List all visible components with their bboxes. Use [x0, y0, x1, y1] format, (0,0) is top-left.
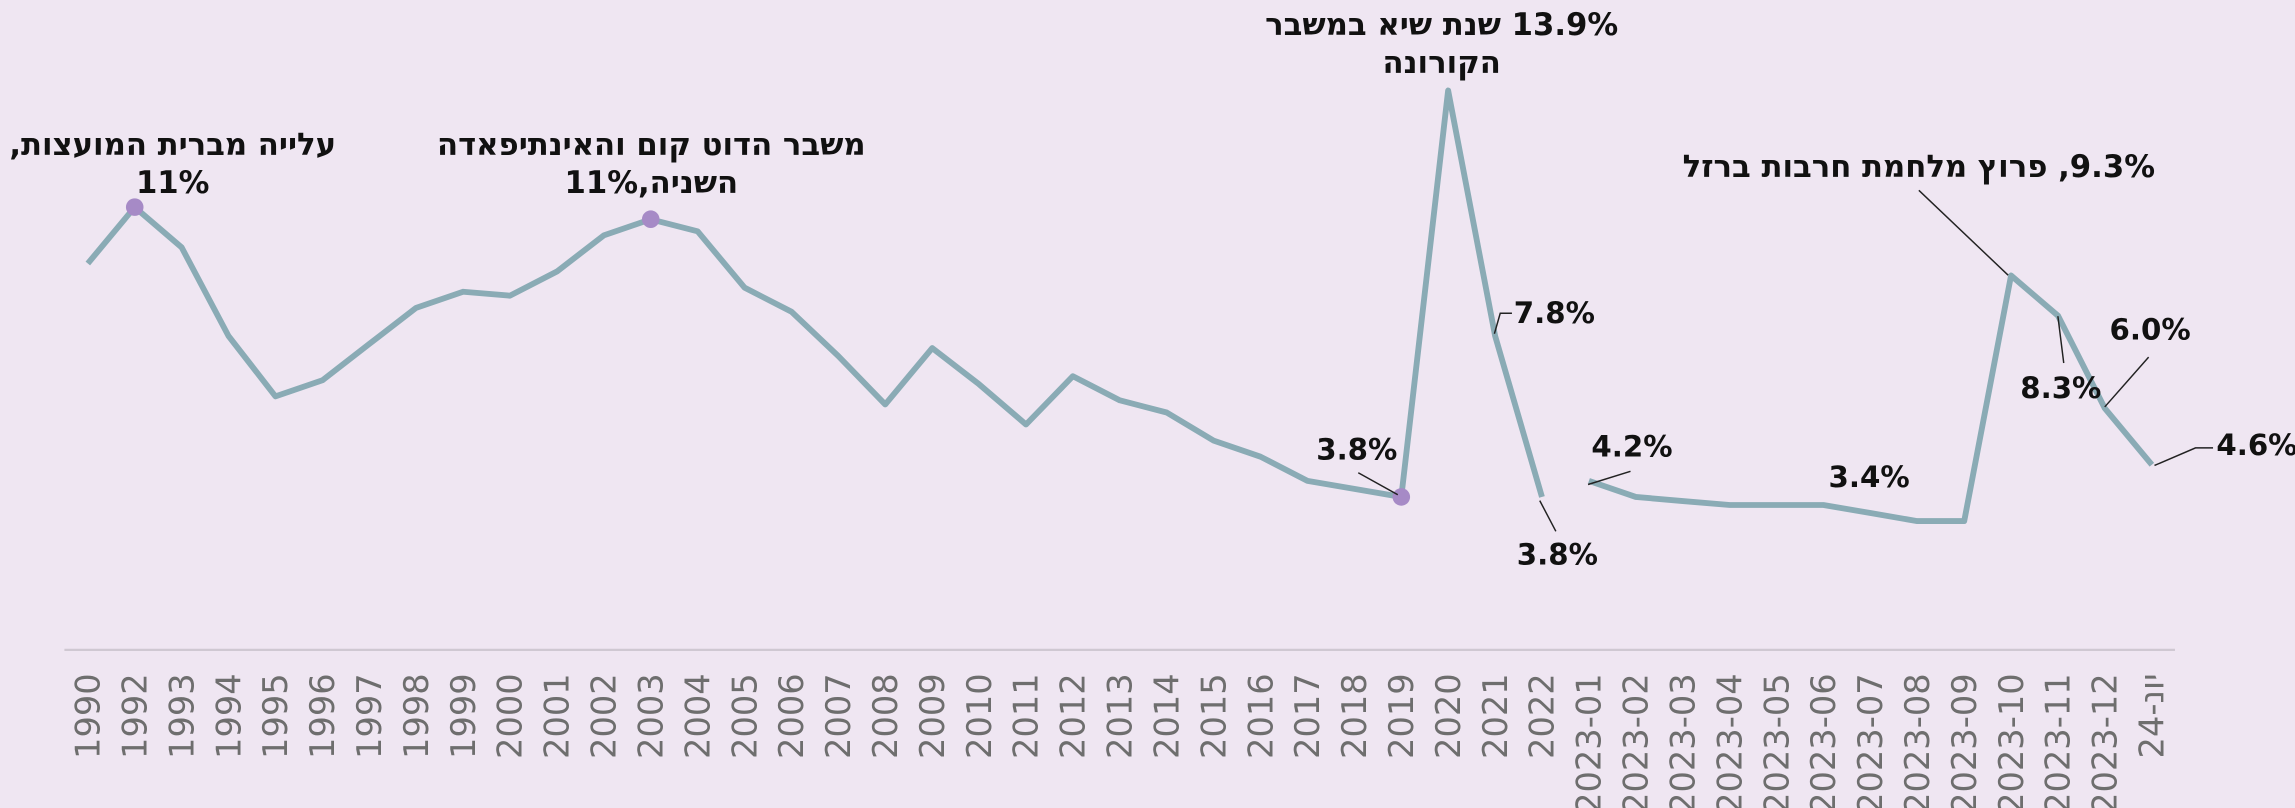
annotation: השניה,11% [564, 165, 738, 201]
annotation: הקורונה [1383, 45, 1501, 81]
x-tick-label: 1992 [115, 673, 154, 759]
x-tick-label: 2017 [1288, 673, 1327, 759]
x-tick-label: 2023-09 [1945, 673, 1984, 808]
x-tick-label: 2020 [1429, 673, 1468, 759]
leader-line [1539, 500, 1557, 532]
x-tick-label: 2012 [1054, 673, 1093, 759]
x-tick-label: 2008 [866, 673, 905, 759]
x-tick-label: 2023-11 [2039, 673, 2078, 808]
x-tick-label: 2005 [725, 673, 764, 759]
x-tick-label: 2016 [1241, 673, 1280, 759]
x-tick-label: 1997 [350, 673, 389, 759]
annotation: 13.9% שנת שיא במשבר [1265, 7, 1618, 43]
x-tick-label: 2022 [1523, 673, 1562, 759]
data-label: 7.8% [1514, 296, 1595, 330]
x-tick-label: 2023-07 [1851, 673, 1890, 808]
highlight-marker [641, 210, 660, 228]
x-tick-label: 2013 [1101, 673, 1140, 759]
annotation: 9.3%, פרוץ מלחמת חרבות ברזל [1683, 149, 2155, 185]
data-label: 8.3% [2020, 371, 2101, 405]
x-tick-label: 2011 [1007, 673, 1046, 759]
leader-line [2104, 356, 2150, 408]
data-line [1587, 272, 2155, 525]
x-tick-label: 2023-08 [1898, 673, 1937, 808]
x-tick-label: 1990 [69, 673, 108, 759]
x-tick-label: 2000 [491, 673, 530, 759]
x-tick-label: 2004 [678, 673, 717, 759]
annotation: 11% [136, 165, 210, 201]
x-tick-label: 2023-03 [1663, 673, 1702, 808]
x-tick-label: 2009 [913, 673, 952, 759]
x-tick-label: 1995 [256, 673, 295, 759]
data-label: 6.0% [2110, 312, 2191, 346]
x-tick-label: 2023-05 [1757, 673, 1796, 808]
annotation: משבר הדוט קום והאינתיפאדה [437, 127, 866, 163]
x-tick-label: 2018 [1335, 673, 1374, 759]
leader-line [1493, 312, 1512, 334]
highlight-marker [1392, 488, 1411, 506]
x-tick-label: 2007 [819, 673, 858, 759]
x-tick-label: 1996 [303, 673, 342, 759]
x-tick-label: 1999 [444, 673, 483, 759]
x-tick-label: 1998 [397, 673, 436, 759]
x-tick-label: יונ-24 [2133, 673, 2172, 758]
x-tick-label: 2014 [1147, 673, 1186, 759]
x-tick-label: 1994 [209, 673, 248, 759]
x-tick-label: 2003 [631, 673, 670, 759]
x-tick-label: 2021 [1476, 673, 1515, 759]
x-tick-label: 2006 [772, 673, 811, 759]
leader-line [2154, 447, 2214, 467]
data-label: 4.6% [2216, 428, 2295, 462]
x-tick-label: 2010 [960, 673, 999, 759]
x-tick-label: 2023-04 [1710, 673, 1749, 808]
data-label: 3.8% [1316, 432, 1397, 466]
data-label: 4.2% [1591, 429, 1672, 463]
x-tick-label: 2019 [1382, 673, 1421, 759]
data-label: 3.4% [1828, 460, 1909, 494]
x-tick-label: 2023-02 [1617, 673, 1656, 808]
data-label: 3.8% [1517, 538, 1598, 572]
leader-line [1918, 189, 2009, 276]
x-tick-label: 2015 [1194, 673, 1233, 759]
x-tick-label: 2023-12 [2086, 673, 2125, 808]
x-tick-label: 2023-06 [1804, 673, 1843, 808]
x-tick-label: 2023-01 [1570, 673, 1609, 808]
data-line [85, 87, 1545, 500]
x-tick-label: 2001 [538, 673, 577, 759]
x-tick-label: 2002 [585, 673, 624, 759]
leader-line [2057, 316, 2065, 364]
x-tick-label: 1993 [162, 673, 201, 759]
annotation: עלייה מברית המועצות, [9, 127, 336, 163]
x-tick-label: 2023-10 [1992, 673, 2031, 808]
leader-line [1357, 472, 1399, 496]
leader-line [1587, 470, 1631, 486]
highlight-marker [125, 198, 144, 216]
